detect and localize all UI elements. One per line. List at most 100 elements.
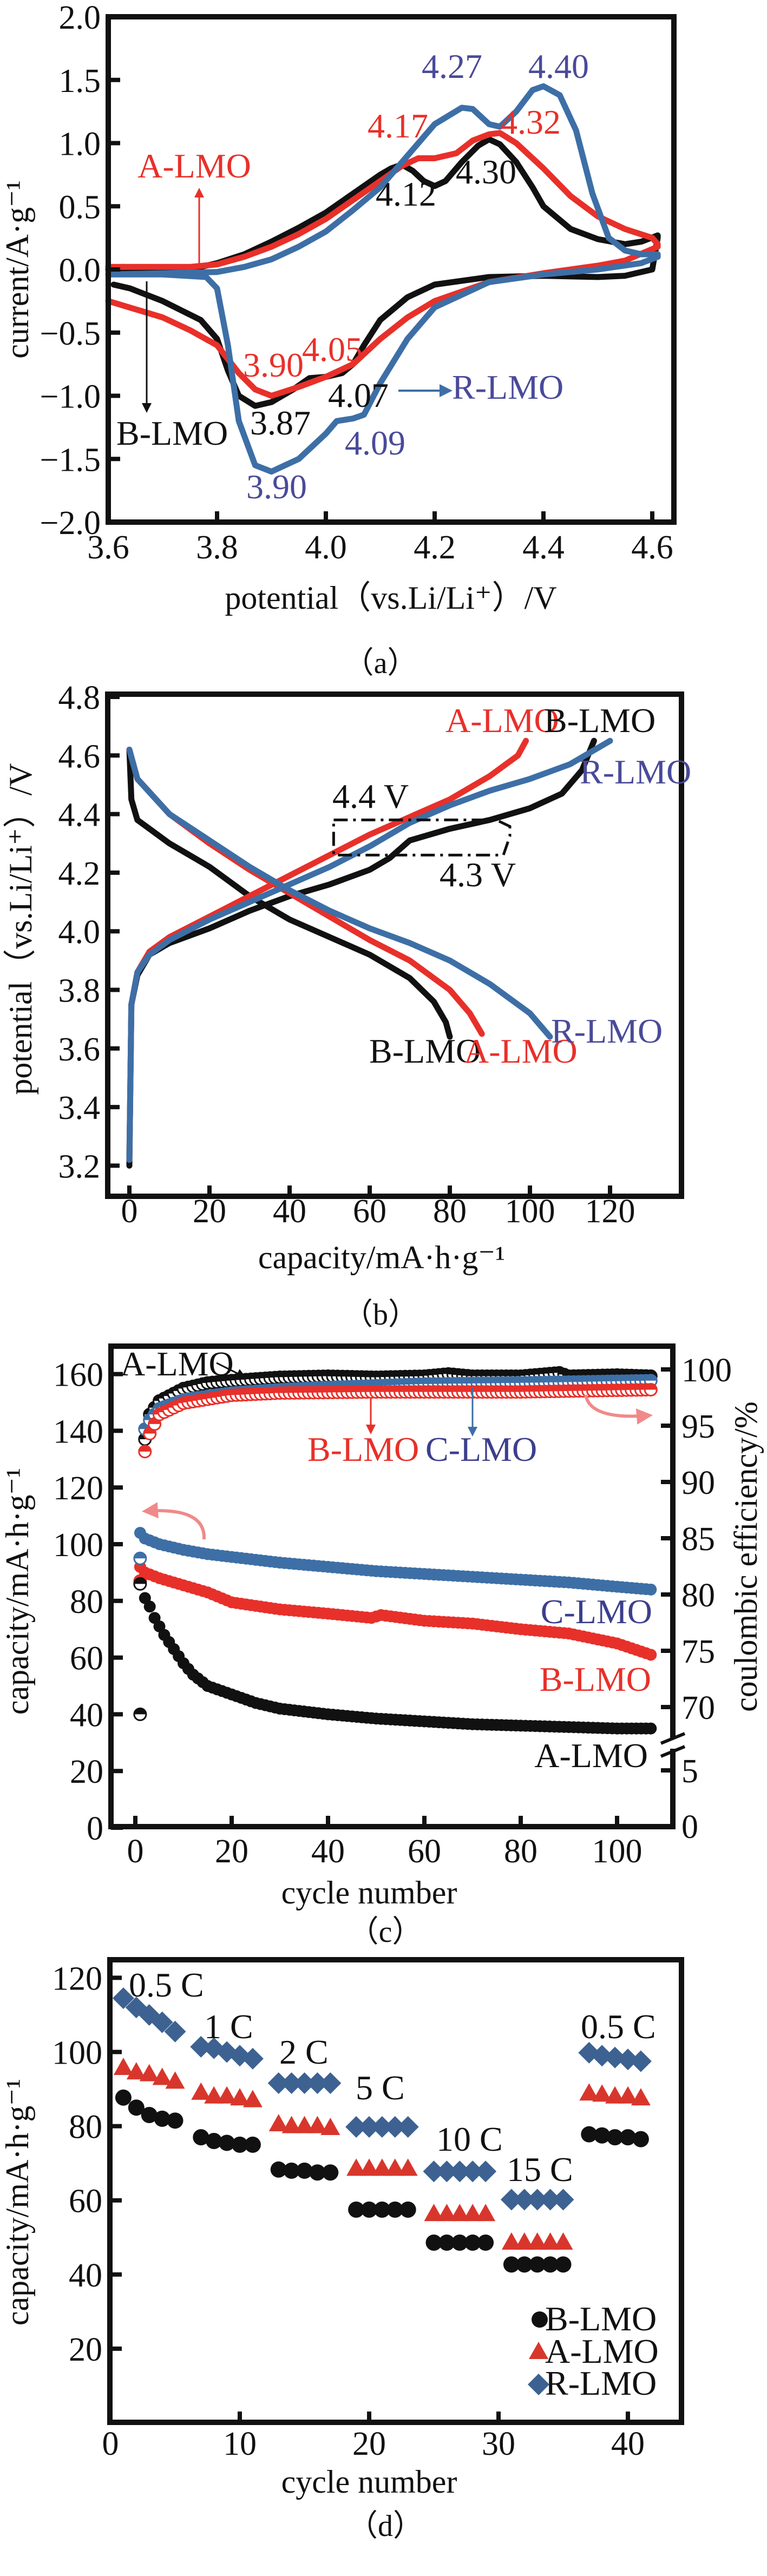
rate-point-a-lmo <box>113 2057 133 2075</box>
annotation-4.17: 4.17 <box>368 107 428 145</box>
x-tick-label: 3.6 <box>87 529 129 566</box>
first-cycle-marker-fill <box>134 1578 146 1584</box>
arrow-to-left-axis <box>142 1502 206 1540</box>
rate-point-r-lmo <box>280 2072 303 2094</box>
caption-d: （d） <box>348 2509 423 2543</box>
rate-point-b-lmo <box>594 2127 611 2144</box>
y2-tick-label: 70 <box>681 1690 715 1727</box>
y-tick-label: 4.4 <box>58 797 101 834</box>
rate-point-a-lmo <box>385 2158 405 2176</box>
x-tick-label: 40 <box>611 2426 645 2462</box>
discharge-curve-r-lmo <box>126 747 553 1040</box>
legend-label: R-LMO <box>545 2364 657 2402</box>
y2-tick-label: 80 <box>681 1577 715 1614</box>
legend-marker-diamond <box>528 2374 549 2395</box>
rate-point-b-lmo <box>464 2234 481 2251</box>
annotation-4.30: 4.30 <box>456 153 516 191</box>
rate-point-a-lmo <box>514 2232 534 2250</box>
label-c-lmo-efficiency: C-LMO <box>425 1430 537 1468</box>
rate-point-a-lmo <box>204 2086 224 2104</box>
rate-point-b-lmo <box>128 2099 145 2116</box>
plot-area <box>133 1366 658 1735</box>
y-axis-label: capacity/mA·h·g⁻¹ <box>0 2079 35 2325</box>
rate-point-a-lmo <box>307 2116 327 2133</box>
y-tick-label: 80 <box>70 1584 103 1620</box>
y-tick-label: 3.4 <box>58 1090 101 1126</box>
rate-point-r-lmo <box>190 2035 212 2058</box>
label-a-lmo-efficiency: A-LMO <box>120 1345 234 1383</box>
rate-point-b-lmo <box>206 2133 222 2150</box>
x-tick-label: 0 <box>102 2426 119 2462</box>
caption-a: （a） <box>344 647 418 680</box>
rate-point-a-lmo <box>191 2082 211 2100</box>
rate-point-r-lmo <box>112 1987 134 2010</box>
rate-point-r-lmo <box>539 2189 561 2211</box>
x-tick-label: 20 <box>352 2426 386 2462</box>
axis-ticks: 0 20 40 60 80 100 120 4.8 4.6 4.4 4.2 4.0 3.8 3.6 3.4 3… <box>58 680 635 1230</box>
rate-point-r-lmo <box>475 2160 497 2183</box>
label-r-lmo-discharge: R-LMO <box>551 1012 663 1050</box>
panel-a-cv-chart: 3.6 3.8 4.0 4.2 4.4 4.6 2.0 1.5 1.0 0.5 0.0 −0.5 −1.… <box>0 0 677 680</box>
charge-curve-a-lmo <box>126 737 529 1163</box>
rate-label: 5 C <box>356 2068 405 2107</box>
rate-point-a-lmo <box>294 2116 314 2133</box>
legend-label: B-LMO <box>545 2300 657 2338</box>
legend-label: A-LMO <box>545 2332 659 2370</box>
axis-ticks: 3.6 3.8 4.0 4.2 4.4 4.6 2.0 1.5 1.0 0.5 0.0 −0.5 −1.… <box>40 0 673 566</box>
x-axis-label: cycle number <box>281 2464 457 2500</box>
rate-point-a-lmo <box>618 2086 638 2104</box>
x-tick-label: 4.0 <box>305 529 347 566</box>
y-tick-label: 60 <box>69 2183 102 2220</box>
y2-tick-label: 0 <box>681 1809 698 1846</box>
annotation-4.40: 4.40 <box>528 47 589 85</box>
rate-point-r-lmo <box>436 2160 458 2183</box>
legend-marker-circle <box>532 2311 548 2328</box>
annotation-4.05: 4.05 <box>302 330 363 368</box>
rate-point-r-lmo <box>423 2160 445 2183</box>
y-axis-label: capacity/mA·h·g⁻¹ <box>0 1468 35 1715</box>
capacity-point-a-lmo <box>645 1722 657 1735</box>
x-axis-label: cycle number <box>281 1875 457 1910</box>
cv-curve-b-lmo <box>105 136 661 409</box>
y-tick-label: 100 <box>53 1527 103 1564</box>
plot-area <box>112 1987 652 2273</box>
x-tick-label: 4.4 <box>522 529 565 566</box>
axis-ticks: 0 10 20 30 40 120 100 80 60 40 20 <box>52 1960 645 2462</box>
y-tick-label: −2.0 <box>40 505 101 542</box>
x-tick-label: 40 <box>311 1833 345 1870</box>
y-tick-label: 20 <box>70 1754 103 1790</box>
y-tick-label: 0.0 <box>59 252 101 289</box>
legend: B-LMO A-LMO R-LMO <box>528 2300 659 2402</box>
y-axis-label: current/A·g⁻¹ <box>0 180 35 359</box>
y2-tick-label: 95 <box>681 1408 715 1445</box>
rate-point-r-lmo <box>164 2020 186 2043</box>
x-tick-label: 40 <box>273 1193 306 1230</box>
label-r-lmo-charge: R-LMO <box>580 753 691 791</box>
rate-point-r-lmo <box>358 2116 380 2138</box>
x-tick-label: 0 <box>121 1193 138 1230</box>
rate-point-a-lmo <box>165 2071 185 2089</box>
x-tick-label: 20 <box>215 1833 248 1870</box>
first-cycle-marker-fill <box>134 1708 146 1715</box>
rate-point-r-lmo <box>617 2048 639 2071</box>
panel-c-cycling-chart: 0 20 40 60 80 100 160 140 120 100 80 60 40 20 0 100 95 90… <box>0 1343 764 1949</box>
y-tick-label: 40 <box>70 1697 103 1734</box>
x-tick-label: 4.2 <box>414 529 456 566</box>
rate-point-b-lmo <box>219 2134 235 2151</box>
rate-point-a-lmo <box>631 2088 651 2106</box>
rate-point-b-lmo <box>438 2234 455 2251</box>
plot-area <box>105 83 661 475</box>
rate-point-b-lmo <box>386 2201 403 2218</box>
rate-point-a-lmo <box>424 2204 444 2222</box>
rate-point-b-lmo <box>348 2201 365 2218</box>
rate-point-r-lmo <box>371 2116 393 2138</box>
efficiency-point-b-lmo-fill <box>645 1383 657 1390</box>
annotation-4.3v: 4.3 V <box>440 855 516 894</box>
rate-point-b-lmo <box>167 2112 183 2129</box>
rate-point-a-lmo <box>398 2158 418 2176</box>
label-a-lmo-charge: A-LMO <box>445 701 559 740</box>
rate-point-b-lmo <box>503 2256 520 2273</box>
caption-b: （b） <box>343 1298 418 1332</box>
x-tick-label: 80 <box>433 1193 467 1230</box>
rate-label: 15 C <box>507 2150 573 2189</box>
